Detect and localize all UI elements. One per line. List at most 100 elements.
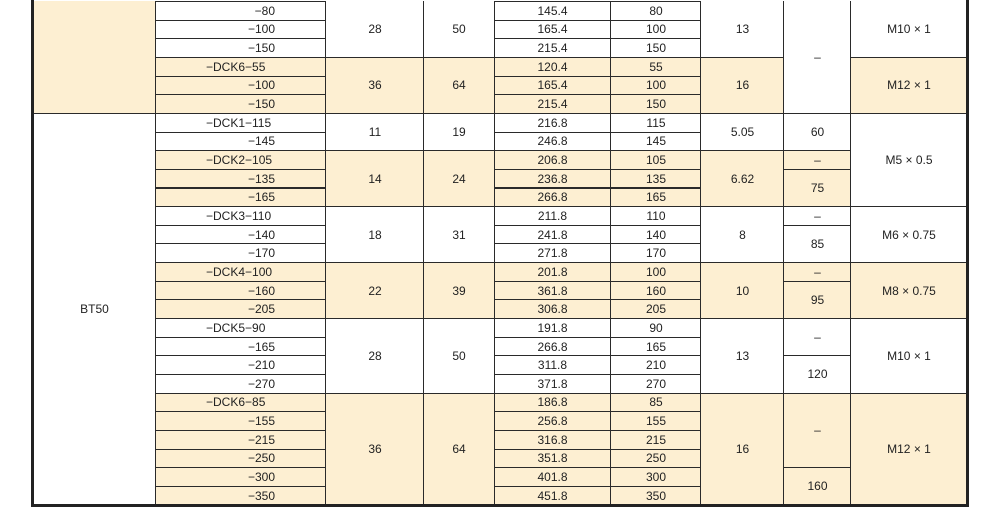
total-length-cell: 361.8 [493, 280, 612, 301]
dim-d-cell: 120 [783, 355, 852, 394]
model-cell: −155 [155, 411, 326, 431]
length-cell: 140 [610, 224, 702, 245]
model-cell: −DCK2−105 [155, 150, 326, 170]
length-cell: 100 [610, 262, 702, 282]
dim-a-cell: 14 [325, 150, 425, 208]
dim-a-cell: 28 [325, 318, 425, 394]
total-length-cell: 216.8 [493, 112, 612, 133]
dim-c-cell: 5.05 [700, 112, 785, 152]
length-cell: 270 [610, 374, 702, 394]
model-cell: −165 [155, 187, 326, 208]
length-cell: 150 [610, 38, 702, 58]
total-length-cell: 215.4 [493, 38, 612, 58]
length-cell: 100 [610, 75, 702, 96]
total-length-cell: 451.8 [493, 485, 612, 506]
model-cell: −DCK3−110 [155, 206, 326, 226]
model-cell: −DCK4−100 [155, 262, 326, 282]
dim-b-cell: 19 [423, 112, 495, 152]
model-cell: −250 [155, 448, 326, 469]
total-length-cell: 351.8 [493, 448, 612, 469]
dim-b-cell: 50 [423, 318, 495, 394]
length-cell: 90 [610, 318, 702, 338]
dim-c-cell: 13 [700, 1, 785, 58]
length-cell: 110 [610, 206, 702, 226]
length-cell: 165 [610, 187, 702, 208]
length-cell: 155 [610, 411, 702, 431]
model-cell: −80 [155, 1, 326, 21]
table-frame-bottom [31, 504, 969, 507]
table-frame-right [966, 0, 969, 507]
thread-cell: M10 × 1 [850, 318, 968, 394]
total-length-cell: 236.8 [493, 168, 612, 189]
dim-d-cell: 60 [783, 112, 852, 152]
dim-c-cell: 16 [700, 56, 785, 114]
dim-a-cell: 22 [325, 262, 425, 320]
thread-cell: M12 × 1 [850, 56, 968, 114]
total-length-cell: 371.8 [493, 374, 612, 394]
model-cell: −135 [155, 168, 326, 189]
length-cell: 105 [610, 150, 702, 170]
dim-c-cell: 10 [700, 262, 785, 320]
length-cell: 160 [610, 280, 702, 301]
total-length-cell: 246.8 [493, 131, 612, 152]
total-length-cell: 266.8 [493, 336, 612, 357]
model-cell: −DCK6−85 [155, 392, 326, 413]
table-frame-left [31, 0, 34, 507]
dim-d-cell: – [783, 1, 852, 114]
total-length-cell: 206.8 [493, 150, 612, 170]
dim-b-cell: 64 [423, 392, 495, 506]
total-length-cell: 145.4 [493, 1, 612, 21]
model-cell: −350 [155, 485, 326, 506]
length-cell: 170 [610, 243, 702, 264]
model-cell: −210 [155, 355, 326, 375]
thread-cell: M8 × 0.75 [850, 262, 968, 320]
model-cell: −165 [155, 336, 326, 357]
model-cell: −140 [155, 224, 326, 245]
length-cell: 250 [610, 448, 702, 469]
thread-cell: M10 × 1 [850, 1, 968, 58]
length-cell: 115 [610, 112, 702, 133]
dim-c-cell: 6.62 [700, 150, 785, 208]
dim-d-cell: – [783, 392, 852, 469]
dim-c-cell: 16 [700, 392, 785, 506]
length-cell: 100 [610, 19, 702, 40]
model-cell: −170 [155, 243, 326, 264]
total-length-cell: 186.8 [493, 392, 612, 413]
model-cell: −205 [155, 299, 326, 320]
model-cell: −100 [155, 19, 326, 40]
total-length-cell: 241.8 [493, 224, 612, 245]
total-length-cell: 191.8 [493, 318, 612, 338]
total-length-cell: 165.4 [493, 75, 612, 96]
dim-a-cell: 36 [325, 392, 425, 506]
model-cell: −DCK6−55 [155, 56, 326, 77]
shank-cell: BT50 [33, 112, 156, 506]
length-cell: 135 [610, 168, 702, 189]
total-length-cell: 311.8 [493, 355, 612, 375]
total-length-cell: 211.8 [493, 206, 612, 226]
length-cell: 165 [610, 336, 702, 357]
dim-d-cell: – [783, 262, 852, 282]
total-length-cell: 215.4 [493, 94, 612, 114]
shank-cell [33, 1, 156, 114]
dim-d-cell: 75 [783, 168, 852, 208]
model-cell: −150 [155, 94, 326, 114]
dim-d-cell: 160 [783, 467, 852, 506]
total-length-cell: 271.8 [493, 243, 612, 264]
dim-b-cell: 31 [423, 206, 495, 264]
dim-b-cell: 64 [423, 56, 495, 114]
length-cell: 80 [610, 1, 702, 21]
thread-cell: M6 × 0.75 [850, 206, 968, 264]
length-cell: 150 [610, 94, 702, 114]
dim-d-cell: – [783, 318, 852, 357]
dim-b-cell: 24 [423, 150, 495, 208]
length-cell: 215 [610, 429, 702, 450]
dim-b-cell: 50 [423, 1, 495, 58]
dim-d-cell: – [783, 206, 852, 226]
length-cell: 85 [610, 392, 702, 413]
model-cell: −100 [155, 75, 326, 96]
length-cell: 350 [610, 485, 702, 506]
dim-a-cell: 36 [325, 56, 425, 114]
model-cell: −DCK1−115 [155, 112, 326, 133]
dim-d-cell: 85 [783, 224, 852, 264]
